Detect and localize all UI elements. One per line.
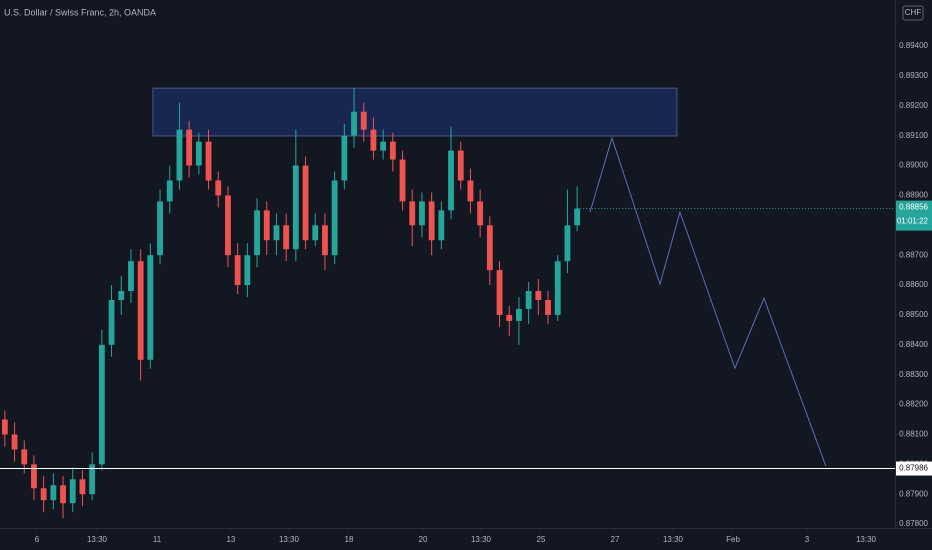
x-tick-label: 11 — [153, 535, 162, 544]
countdown-label: 01:01:22 — [897, 217, 929, 226]
y-tick-label: 0.89300 — [899, 71, 928, 80]
candle-body — [235, 255, 241, 285]
candle-body — [419, 201, 425, 225]
candle-body — [458, 151, 464, 181]
candle-body — [506, 315, 512, 321]
candle-body — [303, 166, 309, 241]
y-tick-label: 0.89100 — [899, 131, 928, 140]
x-tick-label: 18 — [345, 535, 354, 544]
x-tick-label: 13:30 — [663, 535, 684, 544]
y-tick-label: 0.87800 — [899, 519, 928, 528]
y-tick-label: 0.88200 — [899, 400, 928, 409]
candle-body — [109, 300, 115, 345]
candle-body — [128, 261, 134, 291]
y-tick-label: 0.89000 — [899, 161, 928, 170]
candle-body — [574, 209, 580, 226]
candle-body — [468, 180, 474, 201]
candle-body — [555, 261, 561, 315]
candle-body — [80, 479, 86, 494]
x-tick-label: Feb — [726, 535, 740, 544]
candle-body — [12, 434, 18, 449]
y-tick-label: 0.88900 — [899, 191, 928, 200]
candle-body — [448, 151, 454, 211]
candle-body — [400, 160, 406, 202]
candle-body — [99, 345, 105, 465]
candle-body — [215, 180, 221, 195]
currency-label[interactable]: CHF — [905, 8, 922, 17]
candle-body — [390, 142, 396, 160]
hline-label: 0.87986 — [899, 464, 928, 473]
candle-body — [264, 210, 270, 240]
candle-body — [60, 485, 66, 503]
chart-title: U.S. Dollar / Swiss Franc, 2h, OANDA — [4, 7, 156, 17]
candle-body — [157, 201, 163, 255]
x-tick-label: 13:30 — [471, 535, 492, 544]
candle-body — [50, 485, 56, 500]
y-tick-label: 0.88300 — [899, 370, 928, 379]
x-tick-label: 13:30 — [87, 535, 108, 544]
candle-body — [21, 449, 27, 464]
candle-body — [70, 479, 76, 503]
candle-body — [167, 180, 173, 201]
candle-body — [371, 130, 377, 151]
candle-body — [526, 291, 532, 309]
last-price-label: 0.88856 — [899, 203, 928, 212]
x-tick-label: 6 — [35, 535, 40, 544]
candle-body — [206, 142, 212, 181]
candle-body — [565, 225, 571, 261]
candle-body — [497, 270, 503, 315]
candle-body — [361, 112, 367, 130]
x-tick-label: 3 — [805, 535, 810, 544]
y-tick-label: 0.89200 — [899, 101, 928, 110]
candle-body — [244, 255, 250, 285]
candle-body — [477, 201, 483, 225]
candle-body — [293, 166, 299, 250]
candle-body — [177, 130, 183, 181]
y-tick-label: 0.88600 — [899, 280, 928, 289]
candle-body — [516, 309, 522, 321]
candle-body — [438, 210, 444, 240]
y-tick-label: 0.88500 — [899, 310, 928, 319]
resistance-zone — [153, 88, 677, 136]
y-tick-label: 0.88100 — [899, 430, 928, 439]
candle-body — [41, 488, 47, 500]
candle-body — [118, 291, 124, 300]
y-tick-label: 0.87900 — [899, 489, 928, 498]
x-tick-label: 20 — [419, 535, 428, 544]
candle-body — [138, 261, 144, 360]
x-tick-label: 13:30 — [856, 535, 877, 544]
candle-body — [351, 112, 357, 136]
candle-body — [545, 300, 551, 315]
candle-body — [312, 225, 318, 240]
x-tick-label: 27 — [611, 535, 620, 544]
candle-body — [31, 464, 37, 488]
candle-body — [429, 201, 435, 240]
candle-body — [186, 130, 192, 166]
candle-body — [409, 201, 415, 225]
candle-body — [225, 195, 231, 255]
candle-body — [283, 225, 289, 249]
y-tick-label: 0.88700 — [899, 250, 928, 259]
y-tick-label: 0.88400 — [899, 340, 928, 349]
x-tick-label: 13 — [226, 535, 235, 544]
x-tick-label: 25 — [537, 535, 546, 544]
candle-body — [147, 255, 153, 360]
candle-body — [341, 136, 347, 181]
candle-body — [535, 291, 541, 300]
candle-body — [196, 142, 202, 166]
candle-body — [274, 225, 280, 240]
candle-body — [2, 420, 8, 435]
candle-body — [322, 225, 328, 255]
x-tick-label: 13:30 — [279, 535, 300, 544]
candle-body — [380, 142, 386, 151]
candle-body — [332, 180, 338, 255]
y-tick-label: 0.89400 — [899, 41, 928, 50]
candle-body — [487, 225, 493, 270]
candle-body — [254, 210, 260, 255]
